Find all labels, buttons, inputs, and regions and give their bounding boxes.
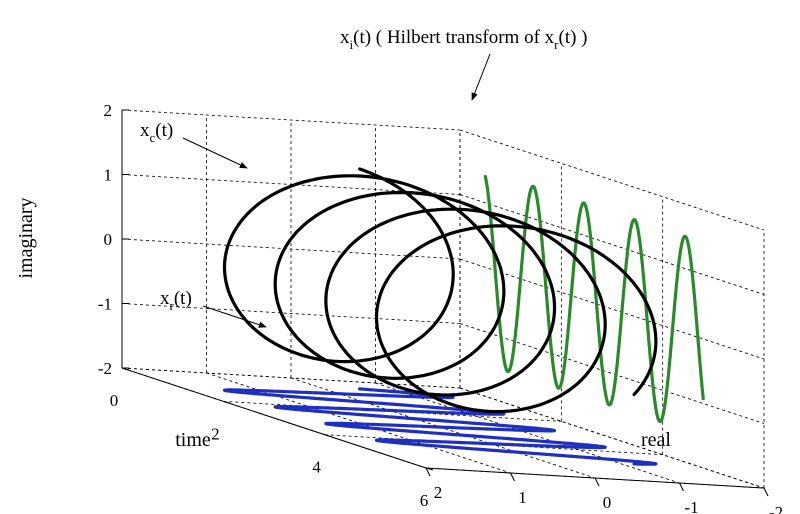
- y-tick-mark: [763, 487, 769, 497]
- z-axis-label: imaginary: [15, 197, 37, 278]
- grid-line: [121, 109, 461, 131]
- x-tick-label: 6: [420, 491, 429, 510]
- z-tick-label: 2: [104, 101, 113, 120]
- z-tick-label: 0: [104, 230, 113, 249]
- grid-line: [121, 238, 461, 260]
- y-tick-label: 0: [603, 493, 612, 512]
- arrow-xr: [202, 305, 267, 328]
- series-xi-wall: [483, 174, 705, 424]
- annotation-xi: xi(t) ( Hilbert transform of xr(t) ): [340, 27, 588, 52]
- y-tick-label: -1: [684, 498, 698, 514]
- grid-line: [121, 367, 461, 389]
- z-tick-label: -2: [98, 359, 112, 378]
- y-axis-label: real: [641, 429, 671, 451]
- x-tick-label: 4: [312, 458, 321, 477]
- z-tick-label: -1: [98, 295, 112, 314]
- grid-line: [459, 194, 765, 295]
- series-xc-helix: [222, 167, 658, 414]
- z-tick-label: 1: [104, 166, 113, 185]
- y-tick-label: 1: [518, 488, 527, 507]
- y-tick-mark: [425, 467, 431, 477]
- y-tick-label: 2: [434, 483, 443, 502]
- annotation-xc: xc(t): [140, 120, 173, 145]
- series-xr-floor: [222, 387, 658, 466]
- x-tick-mark: [324, 434, 332, 438]
- y-tick-mark: [679, 482, 684, 492]
- grid-line: [206, 372, 511, 474]
- grid-line: [290, 377, 596, 479]
- grid-line: [121, 303, 461, 324]
- annotation-xr: xr(t): [160, 288, 192, 313]
- arrow-xi: [471, 53, 491, 101]
- x-tick-mark: [425, 467, 434, 471]
- x-tick-mark: [223, 400, 231, 404]
- grid-line: [459, 387, 765, 489]
- x-axis-label: time: [175, 429, 211, 451]
- y-tick-mark: [510, 472, 515, 482]
- grid-line: [375, 382, 680, 484]
- x-tick-label: 0: [110, 391, 119, 410]
- arrow-xc: [182, 137, 248, 169]
- grid-line: [459, 258, 765, 360]
- grid-line: [459, 129, 765, 231]
- y-tick-mark: [594, 477, 600, 487]
- series-layer: [222, 167, 705, 466]
- grid-line: [459, 323, 765, 424]
- x-tick-label: 2: [211, 424, 220, 443]
- y-tick-label: -2: [769, 503, 783, 514]
- x-axis-line: [121, 367, 427, 469]
- annotation-layer: xc(t) xr(t) xi(t) ( Hilbert transform of x…: [140, 27, 588, 328]
